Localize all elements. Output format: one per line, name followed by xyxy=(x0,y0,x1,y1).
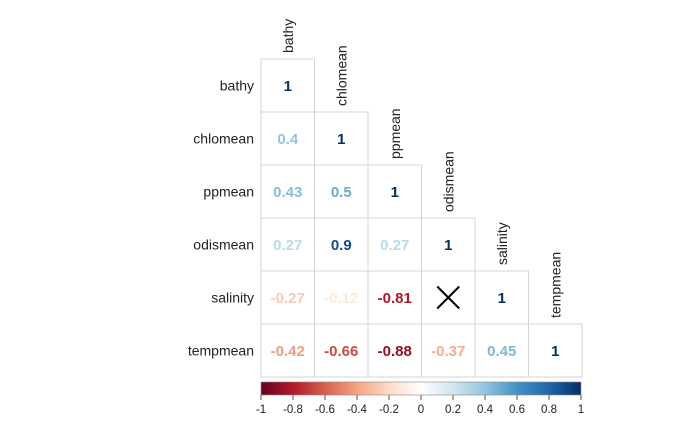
cell-border xyxy=(367,164,422,219)
cell-salinity-ppmean: -0.81 xyxy=(367,270,422,325)
colorbar-tick-label: 0 xyxy=(418,404,424,416)
cell-border xyxy=(314,217,369,272)
cell-odismean-chlomean: 0.9 xyxy=(314,217,369,272)
cell-value-label: -0.88 xyxy=(378,343,412,360)
cell-border xyxy=(260,58,315,113)
cell-value-label: -0.37 xyxy=(431,343,465,360)
cell-bathy-bathy: 1 xyxy=(260,58,315,113)
colorbar-tick-label: -0.8 xyxy=(283,404,303,416)
colorbar-tick-label: -0.4 xyxy=(347,404,367,416)
cell-salinity-odismean xyxy=(421,270,476,325)
colorbar-tick-label: 0.4 xyxy=(477,404,494,416)
cell-odismean-bathy: 0.27 xyxy=(260,217,315,272)
cell-tempmean-odismean: -0.37 xyxy=(421,323,476,378)
cell-value-label: 0.4 xyxy=(277,131,299,148)
cell-tempmean-tempmean: 1 xyxy=(528,323,583,378)
row-label-ppmean: ppmean xyxy=(203,184,254,200)
cell-border xyxy=(421,270,476,325)
cell-tempmean-bathy: -0.42 xyxy=(260,323,315,378)
cell-value-label: 1 xyxy=(444,237,452,254)
cell-border xyxy=(260,111,315,166)
cell-border xyxy=(474,270,529,325)
colorbar-tick-label: -1 xyxy=(256,404,266,416)
row-label-bathy: bathy xyxy=(220,78,254,94)
colorbar-tick-label: -0.6 xyxy=(315,404,335,416)
column-label-tempmean: tempmean xyxy=(547,252,563,318)
cell-value-label: 1 xyxy=(337,131,345,148)
cell-tempmean-chlomean: -0.66 xyxy=(314,323,369,378)
colorbar: -1 -0.8 -0.6 -0.4 -0.2 0 0.2 0.4 0.6 0.8 1 xyxy=(256,381,584,416)
cell-border xyxy=(421,217,476,272)
column-label-chlomean: chlomean xyxy=(333,45,349,106)
cell-value-label: 1 xyxy=(498,290,506,307)
cell-value-label: 1 xyxy=(551,343,559,360)
cell-tempmean-salinity: 0.45 xyxy=(474,323,529,378)
cell-value-label: 1 xyxy=(391,184,399,201)
colorbar-tick-label: 0.8 xyxy=(541,404,557,416)
insignificant-cross-mark xyxy=(436,285,460,310)
colorbar-gradient xyxy=(261,382,581,395)
cell-value-label: -0.81 xyxy=(378,290,412,307)
cell-value-label: 0.27 xyxy=(380,237,409,254)
cell-value-label: -0.12 xyxy=(324,290,358,307)
cell-border xyxy=(314,323,369,378)
column-label-odismean: odismean xyxy=(440,151,456,212)
column-labels: bathy chlomean ppmean odismean salinity tempm… xyxy=(280,19,564,318)
cell-border xyxy=(260,323,315,378)
cell-value-label: -0.66 xyxy=(324,343,358,360)
cell-border xyxy=(367,323,422,378)
cell-border xyxy=(528,323,583,378)
cell-value-label: -0.42 xyxy=(271,343,305,360)
cell-value-label: 0.43 xyxy=(273,184,302,201)
column-label-ppmean: ppmean xyxy=(387,108,403,159)
cell-value-label: 0.5 xyxy=(331,184,352,201)
cells-layer: 1 0.4 1 0.43 0.5 1 0.27 0.9 0.27 1 -0.27 -0.12 -0.81… xyxy=(260,58,583,378)
cell-border xyxy=(474,323,529,378)
cell-ppmean-chlomean: 0.5 xyxy=(314,164,369,219)
cell-value-label: -0.27 xyxy=(271,290,305,307)
row-label-salinity: salinity xyxy=(211,290,254,306)
cell-value-label: 0.45 xyxy=(487,343,516,360)
row-labels: bathy chlomean ppmean odismean salinity tempm… xyxy=(188,78,254,359)
colorbar-tick-label: 1 xyxy=(578,404,584,416)
cell-value-label: 1 xyxy=(284,78,292,95)
cell-salinity-bathy: -0.27 xyxy=(260,270,315,325)
column-label-salinity: salinity xyxy=(494,222,510,265)
cell-border xyxy=(314,270,369,325)
cell-chlomean-bathy: 0.4 xyxy=(260,111,315,166)
cell-odismean-odismean: 1 xyxy=(421,217,476,272)
row-label-odismean: odismean xyxy=(193,237,254,253)
cell-ppmean-bathy: 0.43 xyxy=(260,164,315,219)
cell-salinity-salinity: 1 xyxy=(474,270,529,325)
colorbar-tick-label: -0.2 xyxy=(379,404,399,416)
colorbar-tick-label: 0.2 xyxy=(445,404,461,416)
cell-value-label: 0.9 xyxy=(331,237,352,254)
cell-tempmean-ppmean: -0.88 xyxy=(367,323,422,378)
cell-value-label: 0.27 xyxy=(273,237,302,254)
cell-salinity-chlomean: -0.12 xyxy=(314,270,369,325)
row-label-tempmean: tempmean xyxy=(188,343,254,359)
column-label-bathy: bathy xyxy=(280,19,296,53)
colorbar-tick-label: 0.6 xyxy=(509,404,525,416)
cell-ppmean-ppmean: 1 xyxy=(367,164,422,219)
cell-chlomean-chlomean: 1 xyxy=(314,111,369,166)
cell-border xyxy=(314,111,369,166)
cell-odismean-ppmean: 0.27 xyxy=(367,217,422,272)
row-label-chlomean: chlomean xyxy=(193,131,254,147)
